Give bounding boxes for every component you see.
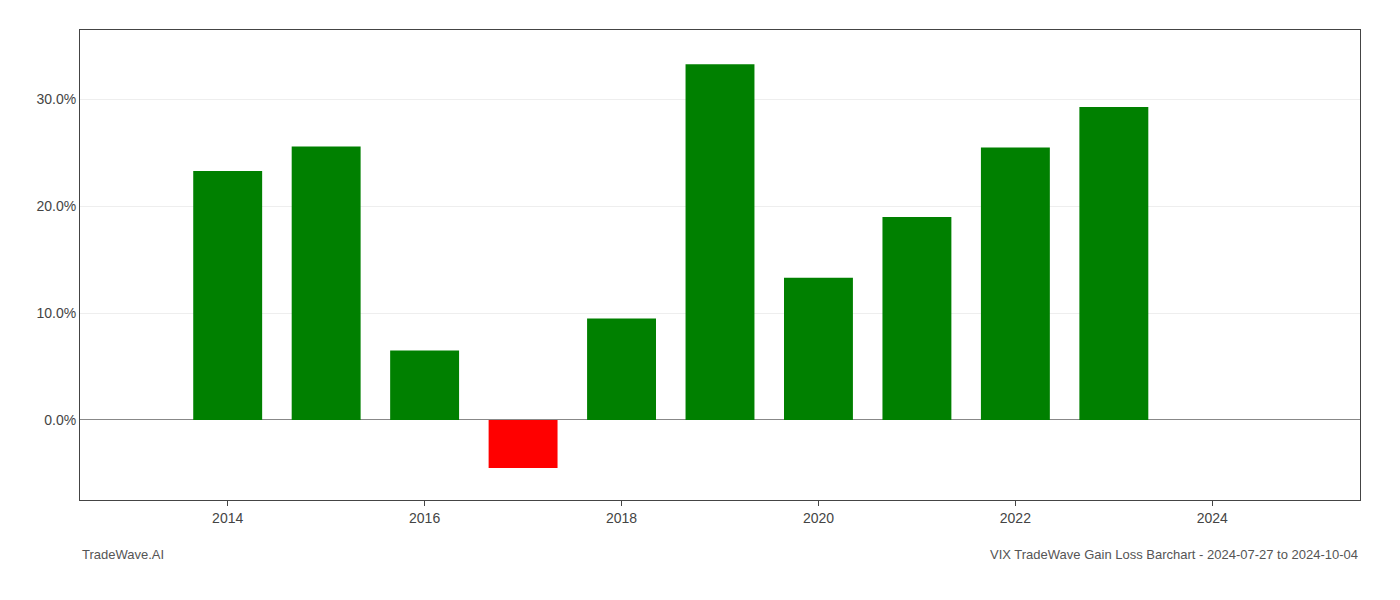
svg-text:2022: 2022 xyxy=(1000,510,1031,526)
svg-text:2018: 2018 xyxy=(606,510,637,526)
svg-text:0.0%: 0.0% xyxy=(44,412,76,428)
svg-text:2016: 2016 xyxy=(409,510,440,526)
svg-text:20.0%: 20.0% xyxy=(36,198,76,214)
svg-text:10.0%: 10.0% xyxy=(36,305,76,321)
svg-text:VIX TradeWave Gain Loss Barcha: VIX TradeWave Gain Loss Barchart - 2024-… xyxy=(990,547,1358,562)
svg-text:30.0%: 30.0% xyxy=(36,91,76,107)
svg-text:2014: 2014 xyxy=(212,510,243,526)
svg-text:TradeWave.AI: TradeWave.AI xyxy=(82,547,164,562)
svg-text:2024: 2024 xyxy=(1197,510,1228,526)
svg-text:2020: 2020 xyxy=(803,510,834,526)
